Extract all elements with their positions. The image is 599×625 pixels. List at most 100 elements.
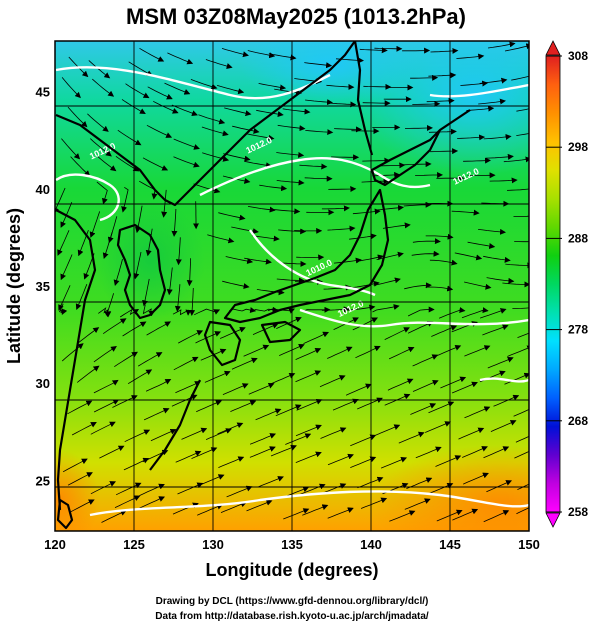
wind-streamline — [57, 230, 70, 256]
contour-1012-north — [55, 66, 331, 100]
wind-streamline — [295, 370, 322, 383]
wind-streamline — [223, 153, 251, 162]
coastline-hokkaido — [370, 128, 442, 187]
wind-streamline — [299, 483, 326, 495]
wind-streamline — [372, 304, 400, 313]
wind-streamline — [483, 255, 511, 263]
wind-streamline — [398, 431, 425, 444]
wind-streamline — [493, 394, 520, 407]
wind-streamline — [231, 226, 259, 235]
wind-streamline — [76, 327, 100, 345]
wind-streamline — [247, 206, 276, 213]
wind-streamline — [164, 82, 191, 95]
wind-streamline — [190, 79, 218, 90]
coastlines — [55, 41, 471, 530]
x-tick-label: 150 — [518, 537, 540, 552]
wind-streamline — [435, 344, 462, 357]
wind-streamline — [321, 205, 350, 212]
wind-streamline — [222, 383, 249, 395]
wind-streamline — [61, 138, 81, 160]
wind-streamline — [305, 129, 334, 136]
colorbar-tick-label: 278 — [568, 323, 588, 337]
wind-streamline — [428, 128, 457, 135]
wind-streamline — [282, 108, 311, 115]
wind-streamline — [196, 400, 222, 413]
wind-streamline — [295, 424, 322, 437]
wind-streamline — [328, 101, 357, 108]
wind-streamline — [452, 508, 479, 521]
wind-streamline — [328, 186, 357, 193]
wind-streamline — [463, 157, 491, 164]
wind-streamline — [435, 455, 462, 467]
wind-streamline — [302, 306, 331, 313]
wind-streamline — [514, 241, 529, 243]
wind-streamline — [123, 457, 150, 471]
wind-streamline — [283, 508, 310, 520]
wind-streamline — [67, 400, 93, 415]
wind-streamline — [101, 510, 127, 523]
figure-title: MSM 03Z08May2025 (1013.2hPa) — [126, 4, 466, 29]
wind-streamline — [102, 318, 127, 335]
wind-streamline — [479, 308, 507, 319]
wind-streamline — [272, 208, 301, 215]
wind-streamline — [285, 433, 312, 445]
wind-streamline — [121, 99, 146, 114]
wind-streamline — [412, 238, 441, 245]
wind-streamline — [295, 451, 322, 463]
wind-streamline — [276, 277, 305, 284]
colorbar-tick-label: 288 — [568, 231, 588, 245]
wind-streamline — [93, 399, 120, 413]
wind-streamline — [513, 409, 529, 417]
wind-streamline — [231, 357, 258, 370]
wind-streamline — [359, 47, 388, 54]
wind-streamline — [173, 156, 200, 168]
wind-streamline — [332, 398, 359, 411]
wind-streamline — [415, 446, 442, 459]
wind-streamline — [222, 280, 250, 290]
wind-streamline — [93, 346, 117, 363]
wind-streamline — [194, 308, 221, 316]
wind-streamline — [229, 307, 257, 313]
coastline-sakhalin — [353, 41, 374, 156]
wind-streamline — [243, 344, 270, 357]
coastline-kuril — [439, 109, 471, 131]
wind-streamline — [139, 483, 165, 496]
wind-streamline — [178, 330, 204, 344]
wind-streamline — [167, 52, 194, 65]
x-tick-label: 120 — [44, 537, 66, 552]
wind-streamline — [466, 105, 495, 112]
wind-streamline — [428, 72, 457, 79]
wind-streamline — [302, 504, 329, 516]
wind-streamline — [517, 483, 529, 490]
wind-streamline — [462, 446, 488, 458]
wind-streamline — [327, 507, 354, 519]
colorbar-tick-label: 308 — [568, 49, 588, 63]
contour-1012-central — [199, 156, 431, 197]
wind-streamline — [67, 106, 88, 128]
wind-streamline — [218, 212, 246, 221]
wind-streamline — [515, 435, 529, 443]
wind-streamline — [67, 472, 93, 486]
contour-1012-south — [299, 308, 529, 328]
wind-streamline — [404, 125, 433, 132]
wind-streamline — [482, 324, 509, 336]
wind-streamline — [175, 450, 202, 463]
wind-streamline — [507, 345, 529, 357]
wind-streamline — [175, 237, 182, 266]
wind-streamline — [175, 381, 201, 394]
wind-streamline — [345, 383, 372, 396]
wind-streamline — [429, 259, 458, 266]
wind-streamline — [114, 495, 141, 508]
wind-streamline — [128, 61, 153, 76]
wind-streamline — [296, 398, 323, 411]
wind-streamline — [483, 510, 510, 523]
x-axis: 120 125 130 135 140 145 150 Longitude (d… — [44, 537, 540, 580]
wind-streamline — [225, 256, 254, 264]
wind-streamline — [257, 476, 284, 488]
wind-streamline — [505, 262, 529, 269]
wind-streamline — [403, 201, 432, 208]
wind-streamline — [425, 233, 454, 240]
wind-streamline — [516, 133, 529, 136]
lat-lon-grid — [55, 41, 529, 531]
wind-streamline — [347, 304, 376, 311]
